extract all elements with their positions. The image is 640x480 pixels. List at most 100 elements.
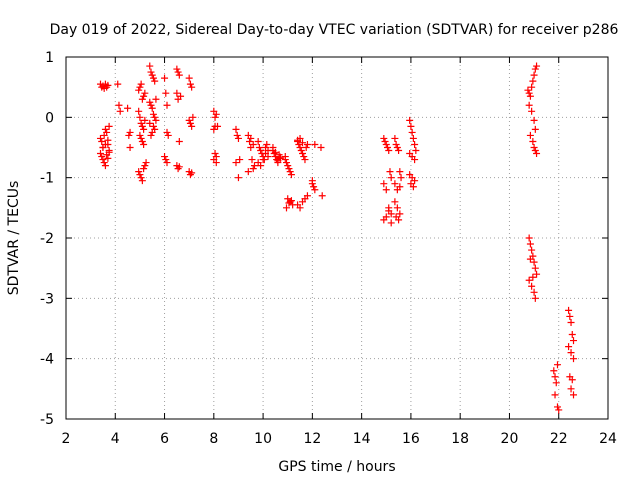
x-tick-label: 20 [501,431,519,447]
data-point [263,140,271,148]
data-point [567,385,575,393]
data-point [303,192,311,200]
data-point [526,131,534,139]
data-point [273,156,281,164]
data-point [284,162,292,170]
data-point [565,343,573,351]
data-point [302,144,310,151]
grid-lines [66,57,608,419]
data-point [140,125,148,133]
x-tick-label: 10 [254,431,272,447]
data-point [303,140,311,148]
data-point [393,204,401,212]
data-point [232,159,240,167]
data-point [310,183,318,191]
x-tick-label: 12 [303,431,321,447]
data-point [138,95,146,103]
data-point [173,89,181,97]
data-point [296,144,304,151]
data-point [174,68,182,76]
data-point [149,110,157,118]
data-point [530,116,538,124]
data-point [232,125,240,133]
data-point [137,174,145,182]
data-point [234,134,242,142]
data-point [385,147,393,155]
data-point [299,150,307,158]
data-point [411,156,419,164]
y-tick-label: -3 [40,291,54,307]
data-point [254,137,262,145]
data-point [151,125,159,133]
data-point [409,183,417,191]
data-point [387,174,395,182]
data-point [148,104,156,112]
data-point [391,180,399,188]
data-point [301,156,309,164]
data-point [271,148,279,156]
data-point [526,92,534,100]
data-point [151,77,159,85]
data-point [189,113,197,121]
data-points [96,62,578,414]
x-axis-label: GPS time / hours [278,459,395,475]
data-point [152,95,160,103]
data-point [528,282,536,290]
data-point [531,65,539,73]
data-point [149,122,157,130]
data-point [395,216,403,224]
data-point [146,119,154,127]
data-point [411,177,419,185]
data-point [211,122,219,130]
data-point [526,240,534,248]
data-point [148,71,156,79]
data-point [186,119,194,127]
data-point [146,98,154,106]
data-point [311,186,319,194]
data-point [105,122,113,130]
data-point [246,137,254,145]
x-tick-label: 24 [599,431,617,447]
data-point [173,65,181,73]
x-tick-label: 6 [160,431,169,447]
y-tick-label: 0 [45,110,54,126]
data-point [151,113,159,121]
data-point [140,140,148,148]
data-point [553,403,561,411]
data-point [147,101,155,109]
data-point [308,177,316,185]
data-point [162,156,170,164]
data-point [297,147,305,155]
data-point [568,376,576,384]
data-point [286,168,294,176]
data-point [282,159,290,167]
data-point [175,71,183,79]
data-point [101,162,109,170]
data-point [244,168,252,176]
axis-ticks [65,56,609,420]
data-point [101,125,109,133]
data-point [533,62,541,70]
x-tick-label: 16 [402,431,420,447]
data-point [387,219,395,227]
data-point [104,81,112,89]
data-point [255,144,263,151]
data-point [101,140,109,148]
data-point [136,131,144,139]
data-point [257,147,265,155]
chart-title: Day 019 of 2022, Sidereal Day-to-day VTE… [50,22,619,38]
data-point [565,306,573,314]
data-point [270,150,278,158]
data-point [396,168,404,176]
data-point [96,150,104,158]
data-point [299,139,307,147]
data-point [98,153,106,161]
data-point [382,186,390,194]
data-point [524,86,532,94]
data-point [137,119,145,127]
x-tick-label: 14 [353,431,371,447]
data-point [528,246,536,254]
data-point [281,153,289,161]
data-point [141,116,149,124]
